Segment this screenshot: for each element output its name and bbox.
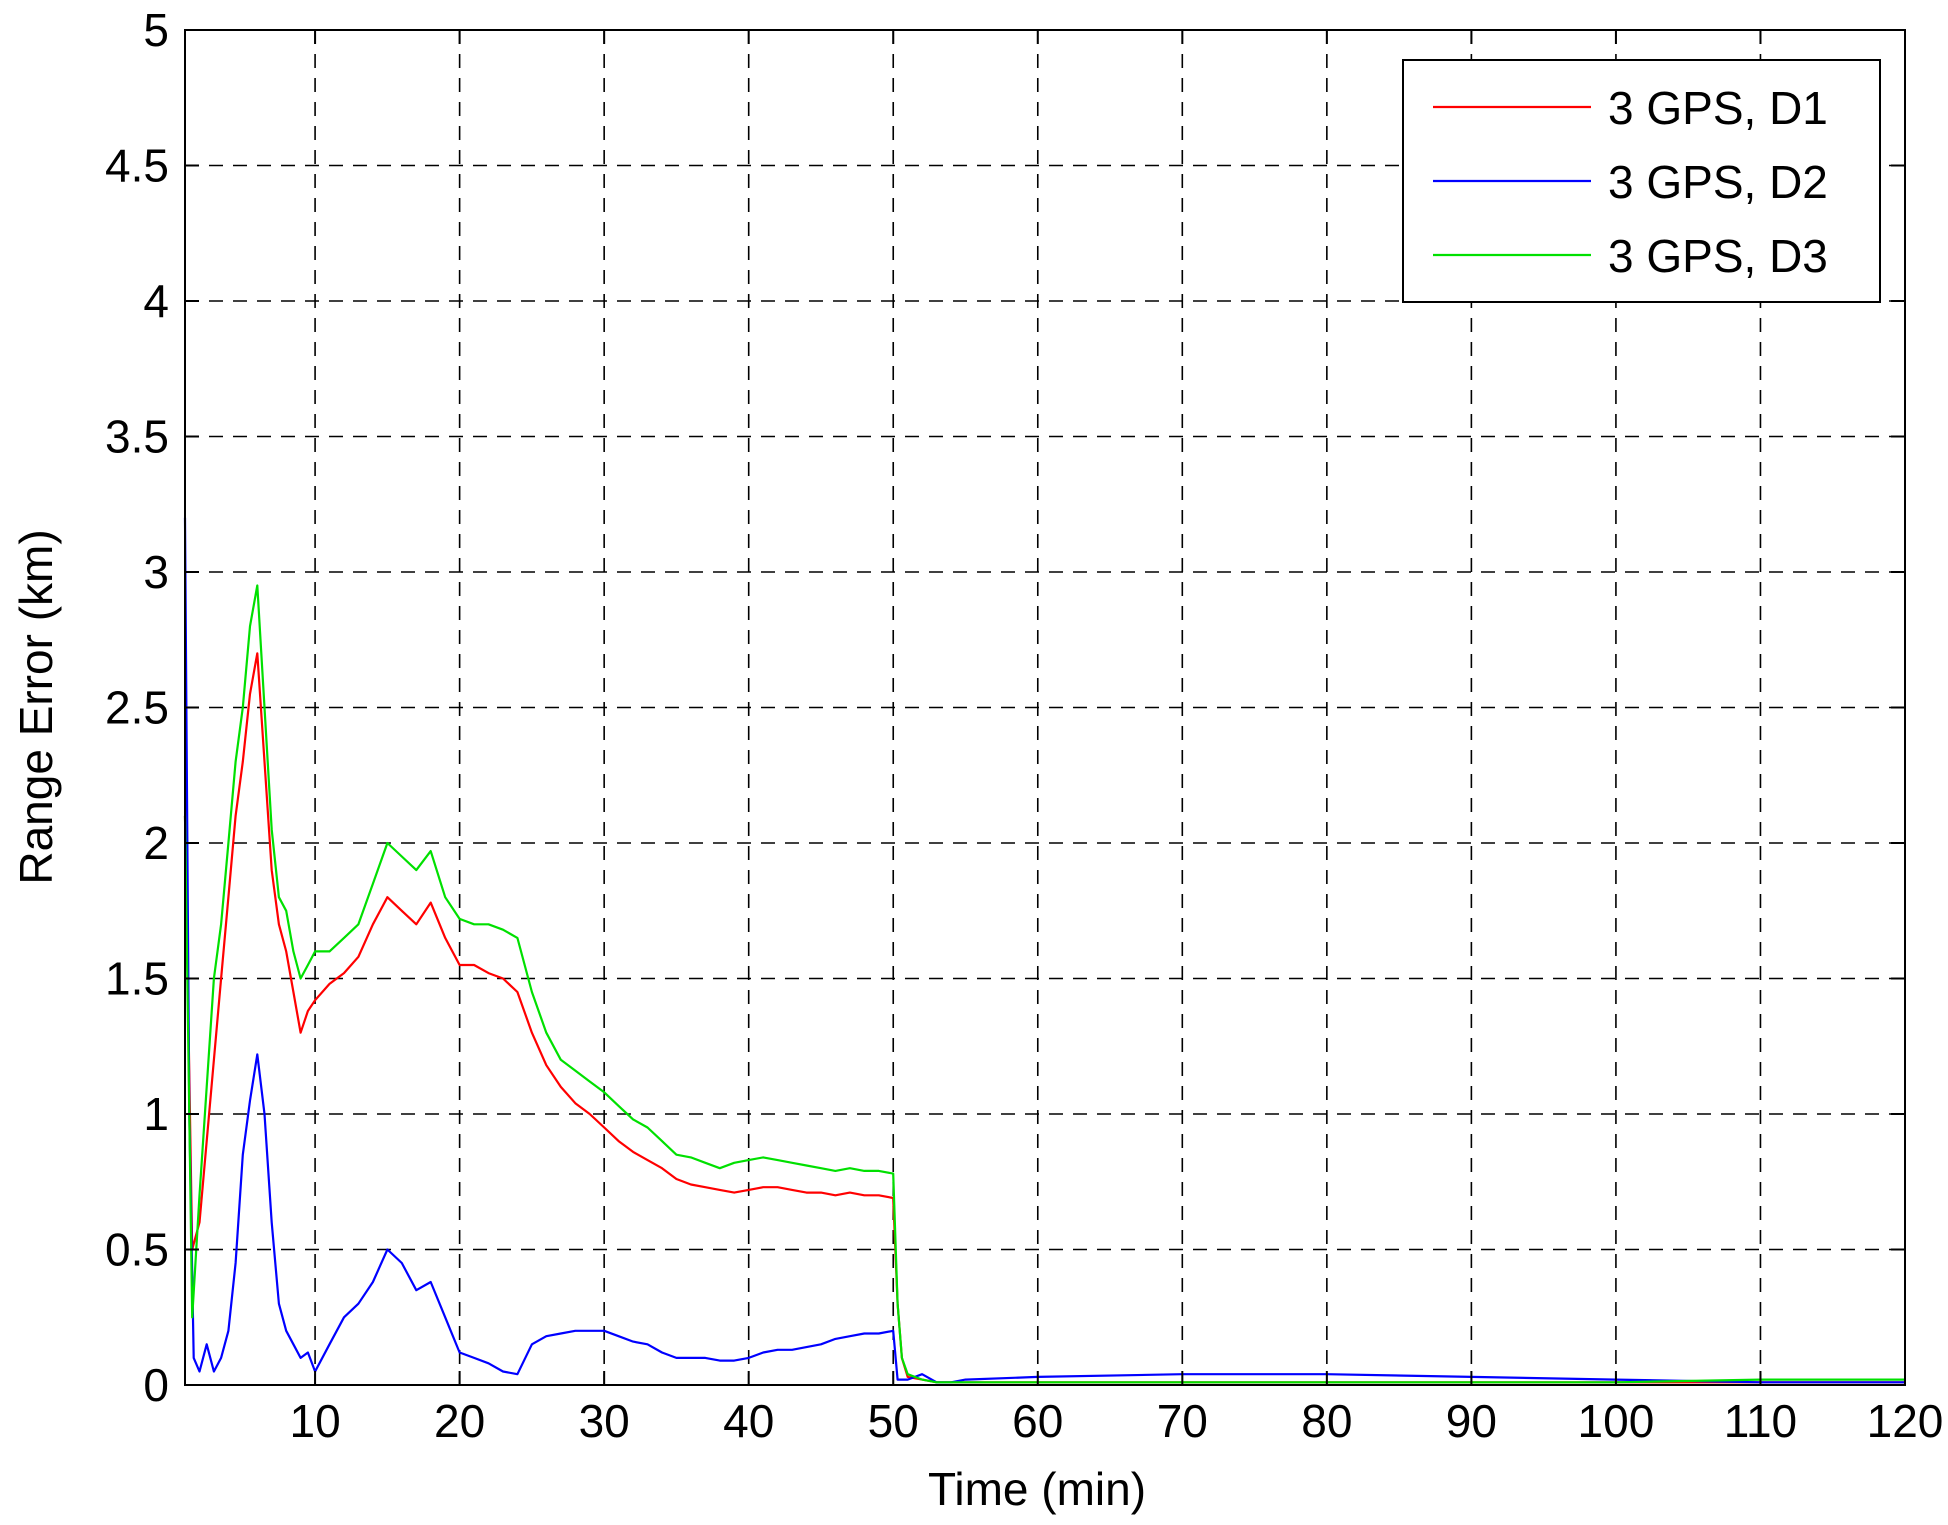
legend-label-3: 3 GPS, D3: [1608, 230, 1828, 282]
legend: 3 GPS, D1 3 GPS, D2 3 GPS, D3: [1402, 59, 1881, 303]
x-tick-label: 110: [1724, 1395, 1797, 1447]
y-tick-label: 1: [143, 1088, 169, 1140]
x-tick-label: 100: [1578, 1395, 1655, 1447]
y-axis-title: Range Error (km): [10, 529, 62, 884]
legend-label-1: 3 GPS, D1: [1608, 82, 1828, 134]
x-tick-label: 30: [579, 1395, 630, 1447]
x-tick-label: 40: [723, 1395, 774, 1447]
y-tick-label: 4.5: [105, 140, 169, 192]
x-tick-label: 60: [1012, 1395, 1063, 1447]
x-tick-label: 10: [289, 1395, 340, 1447]
y-tick-label: 1.5: [105, 953, 169, 1005]
x-tick-label: 80: [1301, 1395, 1352, 1447]
y-tick-label: 0: [143, 1359, 169, 1411]
x-tick-label: 50: [868, 1395, 919, 1447]
y-tick-label: 5: [143, 4, 169, 56]
y-tick-label: 2.5: [105, 682, 169, 734]
x-tick-label: 120: [1867, 1395, 1944, 1447]
y-tick-label: 0.5: [105, 1224, 169, 1276]
series-lines: [183, 517, 1905, 1384]
y-tick-label: 3.5: [105, 411, 169, 463]
legend-label-2: 3 GPS, D2: [1608, 156, 1828, 208]
x-tick-label: 90: [1446, 1395, 1497, 1447]
x-tick-label: 70: [1157, 1395, 1208, 1447]
y-tick-label: 2: [143, 817, 169, 869]
x-axis-title: Time (min): [928, 1463, 1146, 1515]
y-tick-label: 4: [143, 275, 169, 327]
series-line-3: [183, 584, 1905, 1384]
series-line-2: [183, 517, 1905, 1384]
y-tick-label: 3: [143, 546, 169, 598]
x-tick-label: 20: [434, 1395, 485, 1447]
axis-ticks: 10 20 30 40 50 60 70 80 90 100 110 120 0 0.5 1 1.5 2 2.5 3…: [105, 4, 1943, 1447]
